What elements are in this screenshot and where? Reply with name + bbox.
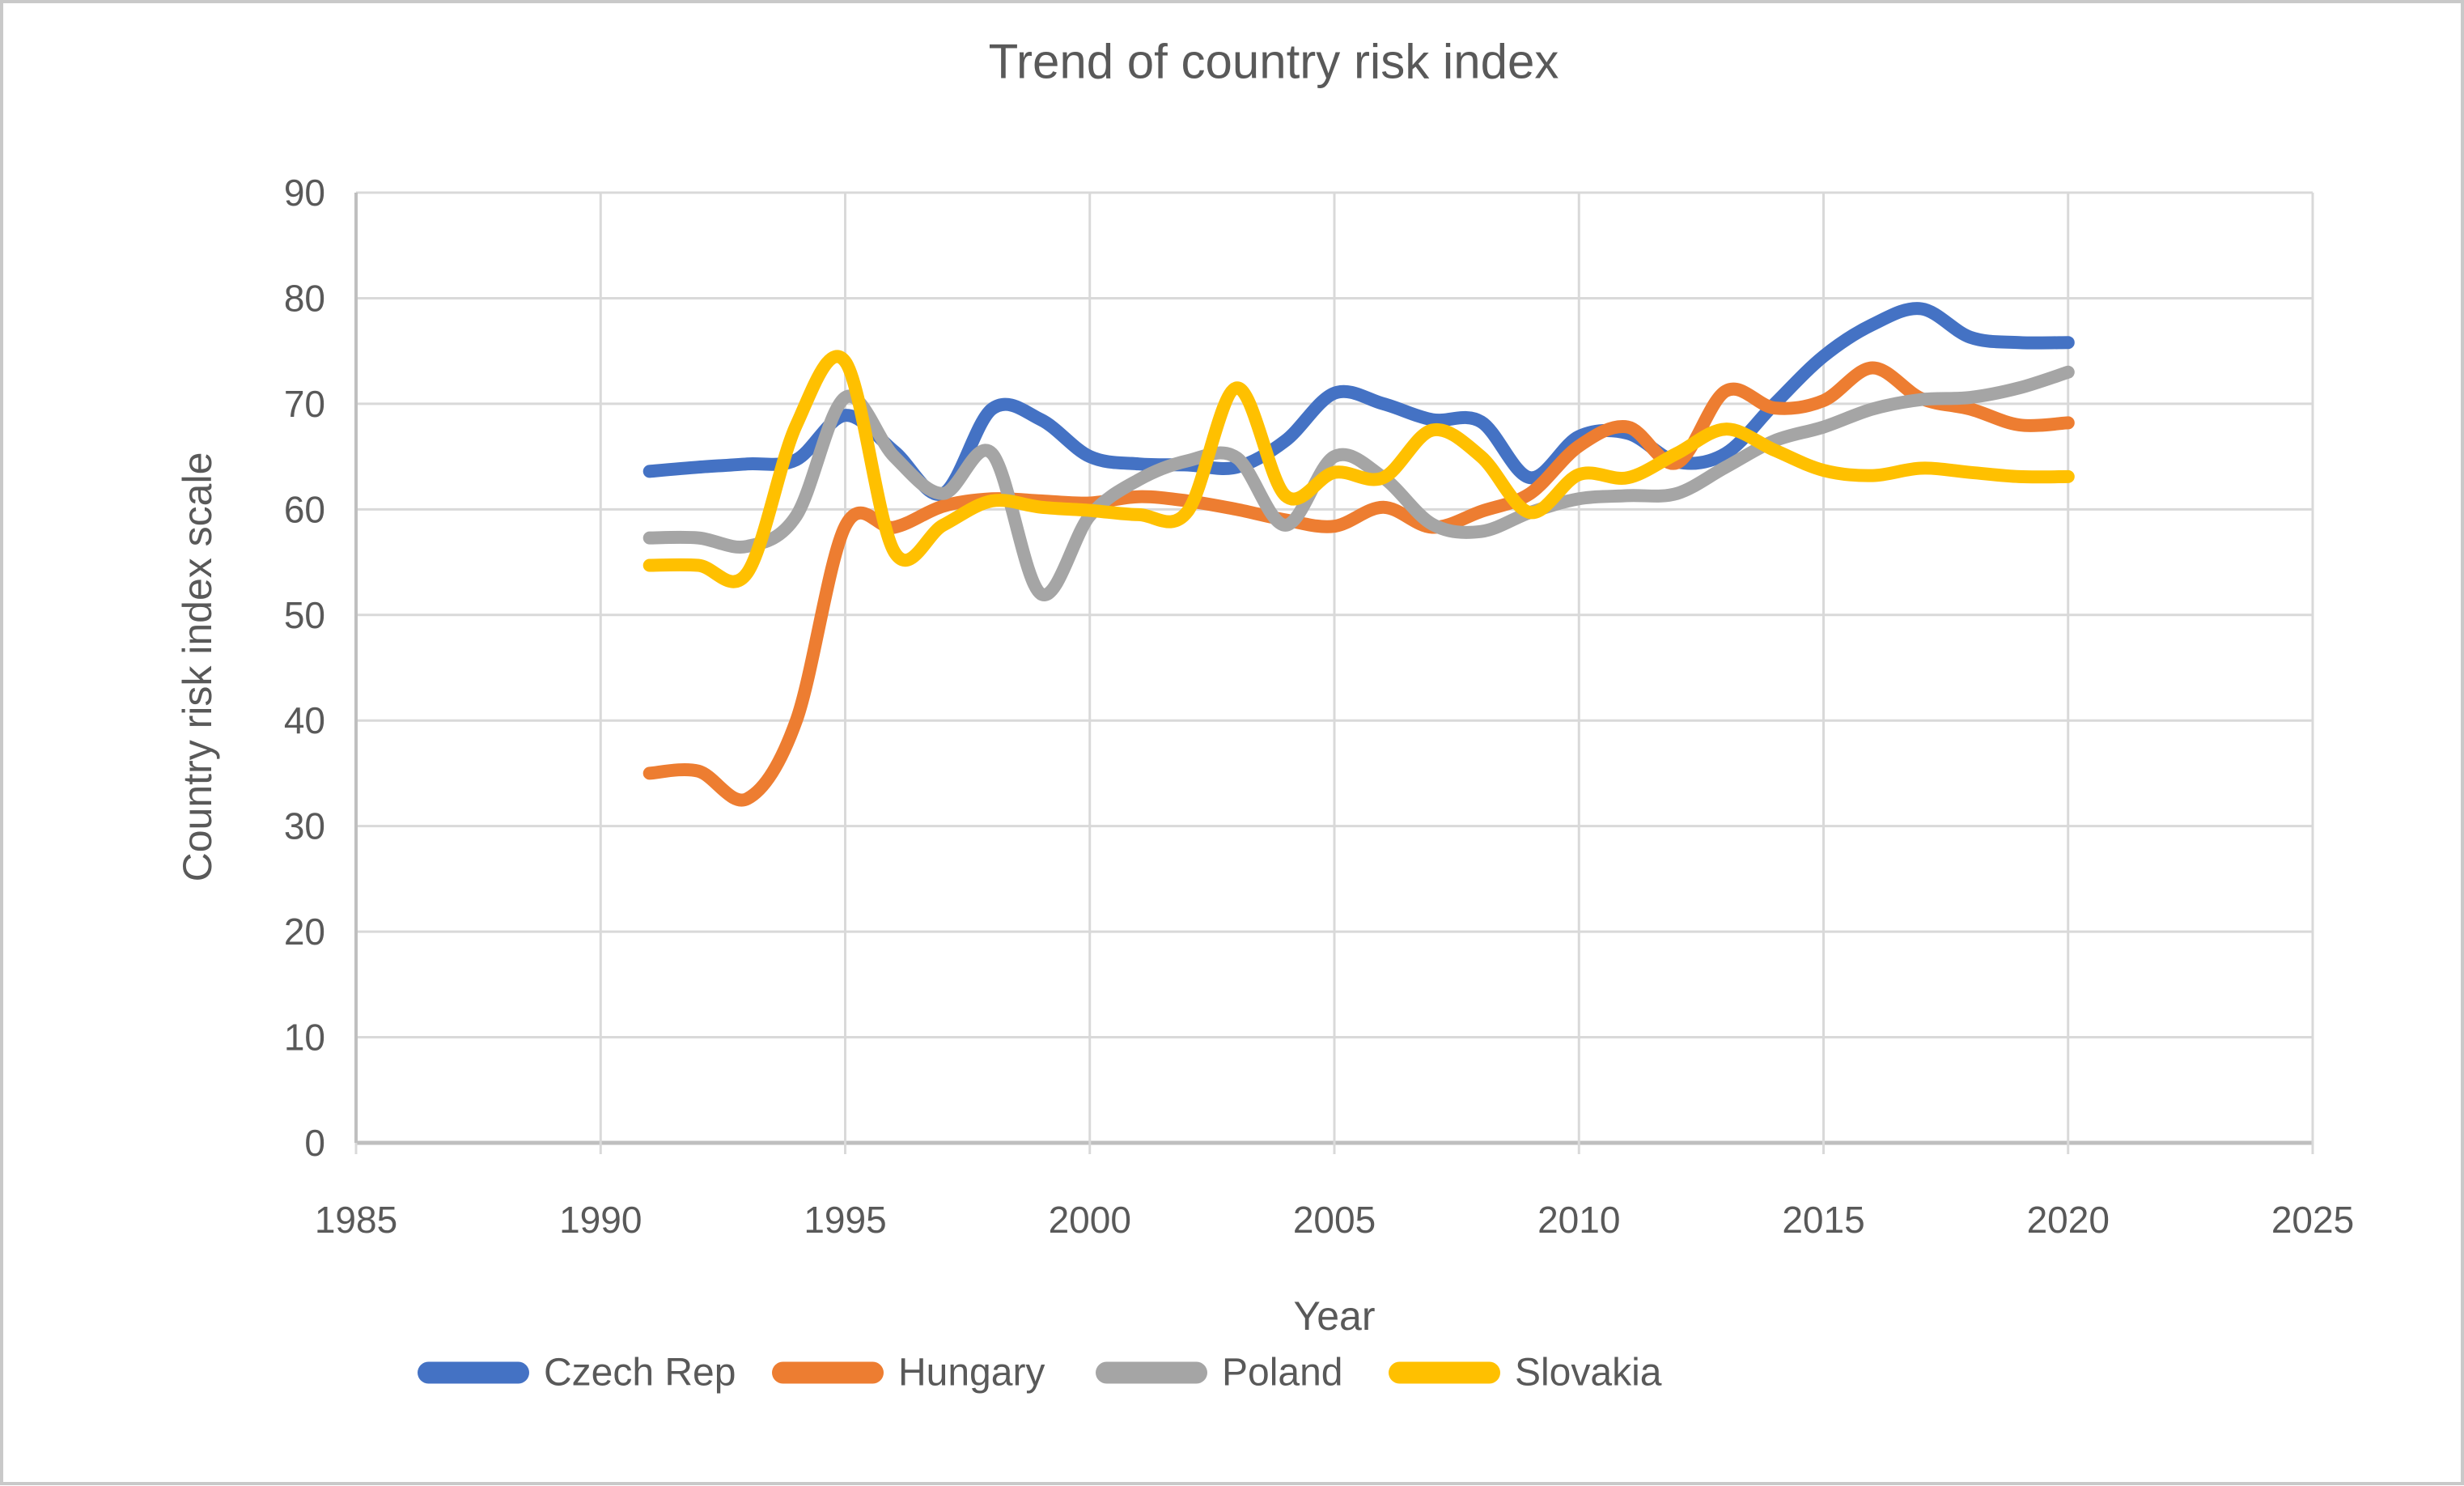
series-line-slovakia xyxy=(643,350,2075,588)
series-line-hungary xyxy=(643,361,2075,807)
y-tick-label: 40 xyxy=(284,699,325,741)
x-tick-label: 2020 xyxy=(2027,1199,2110,1241)
x-tick-label: 1990 xyxy=(559,1199,642,1241)
y-tick-label: 0 xyxy=(304,1122,325,1164)
x-axis-title: Year xyxy=(1293,1293,1375,1339)
legend-item-poland: Poland xyxy=(1096,1352,1342,1395)
x-tick-label: 2005 xyxy=(1293,1199,1376,1241)
legend-label-hungary: Hungary xyxy=(898,1352,1045,1395)
chart-title: Trend of country risk index xyxy=(989,35,1559,89)
x-tick-label: 2000 xyxy=(1049,1199,1131,1241)
legend-swatch-slovakia xyxy=(1389,1361,1500,1384)
legend-label-poland: Poland xyxy=(1222,1352,1342,1395)
line-chart-svg: Trend of country risk index Country risk… xyxy=(175,35,2354,1395)
series-line-poland xyxy=(643,365,2075,601)
legend-item-czech-rep: Czech Rep xyxy=(418,1352,736,1395)
x-tick-label: 2015 xyxy=(1782,1199,1864,1241)
y-tick-label: 70 xyxy=(284,383,325,425)
legend-label-czech-rep: Czech Rep xyxy=(544,1352,736,1395)
legend-swatch-poland xyxy=(1096,1361,1207,1384)
legend-swatch-czech-rep xyxy=(418,1361,529,1384)
legend: Czech Rep Hungary Poland Slovakia xyxy=(418,1352,1662,1395)
y-axis-title: Country risk index scale xyxy=(175,452,220,882)
x-tick-label: 1995 xyxy=(804,1199,886,1241)
y-tick-label: 80 xyxy=(284,277,325,319)
x-tick-label: 2010 xyxy=(1537,1199,1620,1241)
y-tick-label: 90 xyxy=(284,172,325,214)
x-tick-label: 2025 xyxy=(2271,1199,2354,1241)
legend-item-slovakia: Slovakia xyxy=(1389,1352,1662,1395)
legend-swatch-hungary xyxy=(772,1361,884,1384)
y-tick-label: 60 xyxy=(284,488,325,530)
y-tick-label: 10 xyxy=(284,1017,325,1059)
series-layer xyxy=(643,302,2075,807)
x-tick-label: 1985 xyxy=(315,1199,397,1241)
y-tick-label: 30 xyxy=(284,805,325,847)
legend-label-slovakia: Slovakia xyxy=(1515,1352,1662,1395)
legend-item-hungary: Hungary xyxy=(772,1352,1045,1395)
grid-layer: 0 10 20 30 40 50 60 70 80 90 1985 1990 1995 2000 2005 2… xyxy=(284,172,2354,1241)
y-tick-label: 20 xyxy=(284,911,325,953)
y-tick-label: 50 xyxy=(284,594,325,636)
